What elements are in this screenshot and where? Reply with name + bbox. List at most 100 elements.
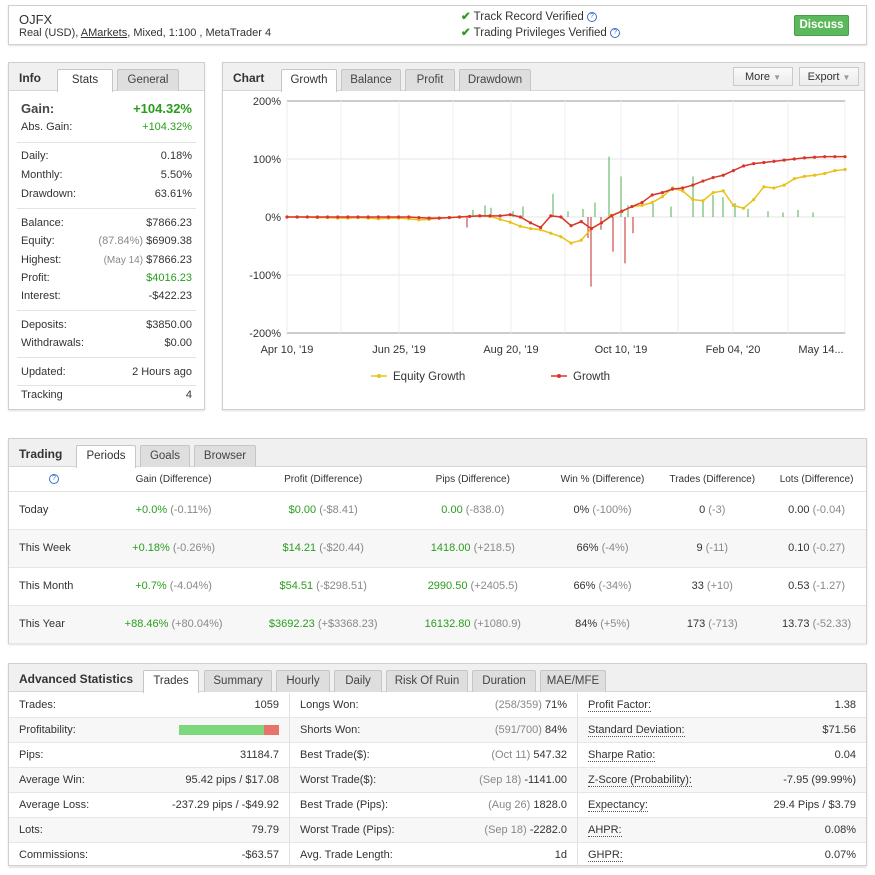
tab-goals[interactable]: Goals [140,445,190,467]
export-dropdown[interactable]: Export ▼ [799,67,859,86]
legend-label: Growth [573,371,610,383]
tab-mae-mfe[interactable]: MAE/MFE [540,670,606,692]
monthly-value: 5.50% [160,169,192,181]
interest-value: -$422.23 [148,290,192,302]
tab-browser[interactable]: Browser [194,445,256,467]
equity-row: Equity: (87.84%) $6909.38 [21,235,192,253]
cell-difference: (-4.04%) [169,580,212,592]
tab-duration[interactable]: Duration [472,670,536,692]
stat-label[interactable]: Standard Deviation: [588,724,685,737]
cell-value: +0.0% [135,504,168,516]
series-point [315,215,320,219]
stat-value: 1059 [255,699,279,711]
stat-value: 29.4 Pips / $3.79 [773,799,856,811]
daily-row: Daily: 0.18% [21,150,192,168]
tab-risk-of-ruin[interactable]: Risk Of Ruin [386,670,468,692]
stat-label[interactable]: Profit Factor: [588,699,651,712]
stat-label[interactable]: Expectancy: [588,799,648,812]
tab-stats[interactable]: Stats [57,69,113,92]
stat-value: 31184.7 [240,749,279,761]
stat-note: (Sep 18) [484,824,527,836]
cell-difference: (-0.11%) [170,504,212,516]
series-point [559,215,563,219]
growth-chart[interactable]: 200% 100% 0% -100% -200% Apr 10, '19 Jun 25, '… [223,91,864,409]
series-point [650,200,654,205]
tab-trades[interactable]: Trades [143,670,199,693]
cell-difference: (+80.04%) [171,618,223,630]
stat-value-text: -2282.0 [529,824,567,836]
table-cell: $54.51 (-$298.51) [248,567,399,606]
stat-row: Average Win: 95.42 pips / $17.08 [9,768,289,793]
stat-row: Expectancy: 29.4 Pips / $3.79 [577,793,866,818]
help-icon[interactable]: ? [610,27,621,38]
profit-row: Profit: $4016.23 [21,272,192,290]
tab-daily[interactable]: Daily [334,670,382,692]
abs-gain-value: +104.32% [142,121,192,133]
stat-label[interactable]: AHPR: [588,824,622,837]
more-dropdown[interactable]: More ▼ [733,67,793,86]
stat-row: Avg. Trade Length: 1d [289,843,577,868]
cell-value: $14.21 [282,542,317,554]
table-cell: 1418.00 (+218.5) [398,529,548,568]
tab-summary[interactable]: Summary [204,670,272,692]
tab-general[interactable]: General [117,69,179,91]
chart-tabbar: Chart Growth Balance Profit Drawdown Mor… [223,63,864,92]
stat-label[interactable]: Sharpe Ratio: [588,749,656,762]
tab-periods[interactable]: Periods [76,445,136,468]
stat-label: Best Trade($): [300,749,370,761]
broker-link[interactable]: AMarkets [80,27,128,39]
table-row: Today +0.0% (-0.11%) $0.00 (-$8.41) 0.00 (-… [9,491,866,530]
trading-tabbar: Trading Periods Goals Browser [9,439,866,468]
series-point [640,203,644,207]
series-point [620,209,624,213]
gain-row: Gain: +104.32% [21,101,192,119]
updated-row: Updated: 2 Hours ago [21,366,192,384]
gain-value: +104.32% [133,101,192,116]
series-point [792,157,796,161]
stat-value: (591/700) 84% [495,724,567,736]
balance-row: Balance: $7866.23 [21,217,192,235]
discuss-button[interactable]: Discuss [794,15,849,36]
series-point [336,215,340,219]
tab-hourly[interactable]: Hourly [276,670,330,692]
help-icon[interactable]: ? [48,474,59,485]
series-point [498,217,502,221]
tab-profit[interactable]: Profit [405,69,455,91]
series-point [681,186,685,190]
series-point [559,235,563,239]
series-point [569,241,573,245]
stat-note: (Oct 11) [491,749,531,761]
help-icon[interactable]: ? [587,11,597,22]
highest-label: Highest: [21,254,62,266]
tab-drawdown[interactable]: Drawdown [459,69,531,91]
daily-label: Daily: [21,150,49,162]
cell-difference: (-0.26%) [172,542,216,554]
balance-label: Balance: [21,217,64,229]
stat-label: Average Loss: [19,799,90,811]
series-point [650,193,654,197]
account-header: OJFX Real (USD), AMarkets, Mixed, 1:100 … [8,5,867,45]
cell-value: +0.18% [132,542,170,554]
series-point [721,173,725,177]
stat-row: Longs Won: (258/359) 71% [289,693,577,718]
column-header: Trades (Difference) [657,468,768,492]
table-cell: 2990.50 (+2405.5) [398,567,548,606]
stat-row: Profitability: [9,718,289,743]
stat-label[interactable]: Z-Score (Probability): [588,774,692,787]
stat-value-text: 31184.7 [240,749,279,761]
series-point [346,215,350,219]
series-point [325,215,330,219]
tab-growth[interactable]: Growth [281,69,337,92]
cell-value: 173 [686,618,706,630]
x-tick-label: May 14... [798,344,843,356]
series-point [843,155,847,159]
tab-balance[interactable]: Balance [341,69,401,91]
stat-label[interactable]: GHPR: [588,849,623,862]
series-point [752,198,756,202]
divider [17,385,196,386]
series-point [376,215,380,219]
series-point [630,204,634,209]
cell-difference: (-1.27) [812,580,846,592]
cell-value: 0% [573,504,590,516]
series-point [843,167,847,172]
